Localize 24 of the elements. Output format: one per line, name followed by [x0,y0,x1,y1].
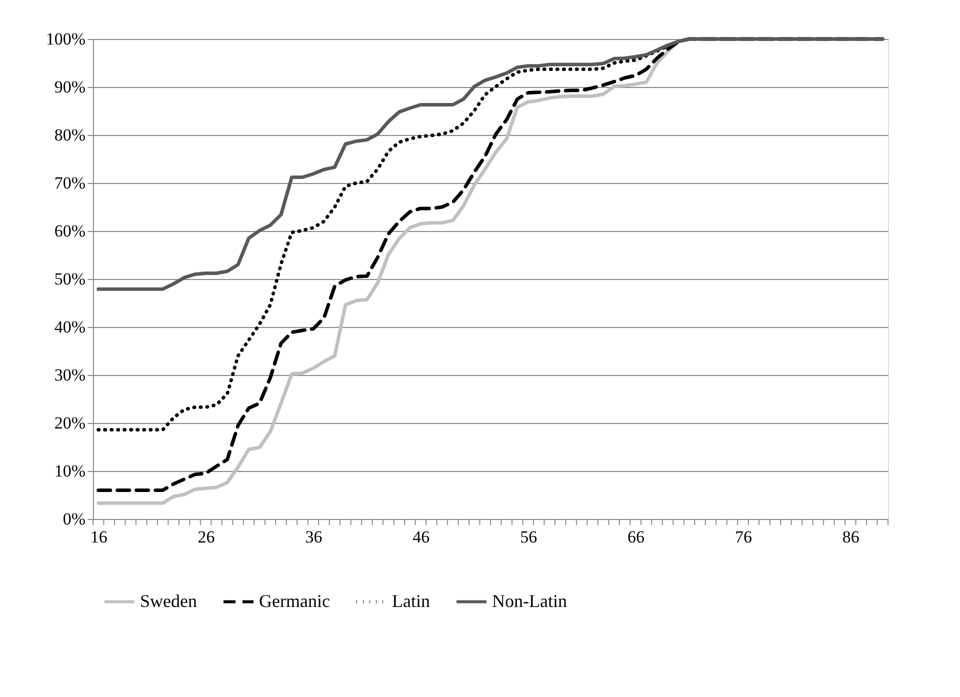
y-tick-label: 20% [54,414,86,432]
y-tick-label: 70% [54,174,86,192]
legend-label: Sweden [140,590,197,611]
x-tick-label: 76 [734,528,752,546]
y-tick-label: 40% [54,318,86,336]
y-tick-label: 50% [54,270,86,288]
y-tick-label: 90% [54,78,86,96]
legend-label: Germanic [259,590,330,611]
y-tick-label: 30% [54,366,86,384]
legend-label: Latin [392,590,430,611]
line-series [96,37,884,291]
x-tick-label: 66 [628,528,645,546]
y-tick-label: 0% [62,510,86,528]
x-tick-label: 86 [842,528,860,546]
x-tick-label: 46 [412,528,430,546]
x-tick-label: 26 [198,528,215,546]
y-tick-label: 10% [54,462,86,480]
legend-label: Non-Latin [492,590,567,611]
y-tick-label: 80% [54,126,86,144]
x-tick-label: 56 [520,528,538,546]
y-tick-label: 60% [54,222,86,240]
y-tick-label: 100% [46,30,86,48]
x-tick-label: 16 [90,528,108,546]
x-tick-label: 36 [305,528,322,546]
